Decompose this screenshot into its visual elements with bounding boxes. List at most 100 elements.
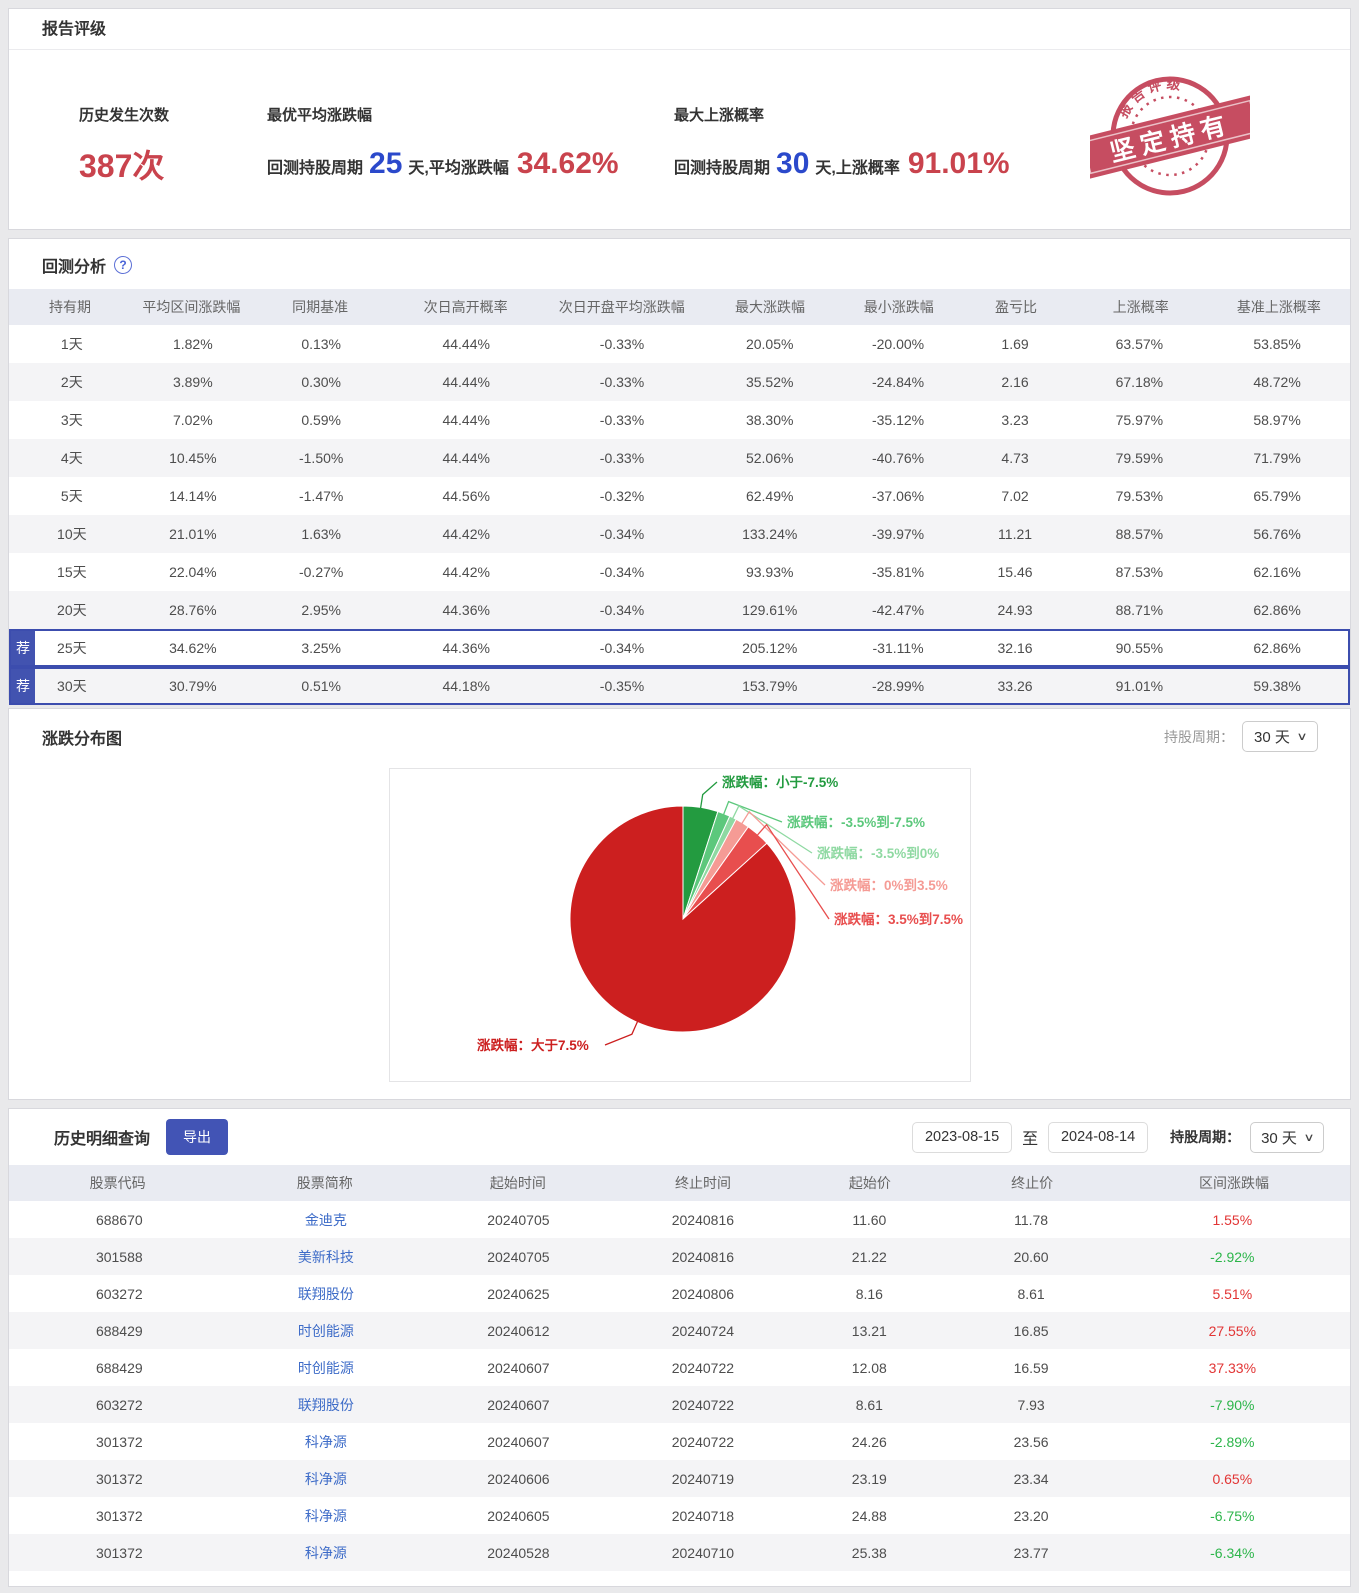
table-row: 15天 22.04% -0.27% 44.42% -0.34% 93.93% -35.81%… bbox=[9, 553, 1350, 591]
column-header: 最大涨跌幅 bbox=[734, 299, 805, 315]
table-cell: 21.01% bbox=[169, 526, 217, 542]
table-cell: 8.61 bbox=[855, 1396, 883, 1413]
table-cell: 62.86% bbox=[1253, 602, 1301, 618]
stock-name-link[interactable]: 联翔股份 bbox=[297, 1396, 354, 1413]
table-row: 301372 科净源 20240605 20240718 24.88 23.20 -6.75… bbox=[9, 1497, 1350, 1534]
column-header: 同期基准 bbox=[292, 299, 349, 315]
table-cell: 20240722 bbox=[671, 1433, 735, 1450]
stock-name-link[interactable]: 科净源 bbox=[304, 1433, 347, 1450]
pie-slice-label: 涨跌幅：小于-7.5% bbox=[722, 774, 838, 790]
change-value: 5.51% bbox=[1212, 1285, 1253, 1302]
table-cell: 44.44% bbox=[442, 450, 490, 466]
table-cell: 20240724 bbox=[671, 1322, 735, 1339]
stock-name-link[interactable]: 联翔股份 bbox=[297, 1285, 354, 1302]
stock-name-link[interactable]: 科净源 bbox=[304, 1470, 347, 1487]
table-cell: 20240722 bbox=[671, 1396, 735, 1413]
table-cell: 44.42% bbox=[442, 564, 490, 580]
table-cell: 67.18% bbox=[1115, 374, 1164, 390]
metric-label: 最大上涨概率 bbox=[674, 107, 765, 124]
table-cell: 7.93 bbox=[1017, 1396, 1045, 1413]
change-value: 0.65% bbox=[1212, 1470, 1253, 1487]
metric-max-rise-probability: 最大上涨概率 回测持股周期 30 天,上涨概率 91.01% bbox=[674, 104, 1350, 230]
table-cell: 62.49% bbox=[745, 488, 794, 504]
help-icon[interactable]: ? bbox=[114, 256, 133, 274]
table-cell: 23.20 bbox=[1013, 1507, 1049, 1524]
period-days-value: 30 bbox=[776, 147, 810, 180]
distribution-period-control: 持股周期： 30 天 ∨ bbox=[1164, 721, 1318, 752]
table-cell: -37.06% bbox=[871, 488, 925, 504]
backtest-table: 持有期 平均区间涨跌幅 同期基准 次日高开概率 次日开盘平均涨跌幅 最大涨跌幅 最小涨跌幅 盈… bbox=[9, 289, 1350, 705]
column-header: 持有期 bbox=[49, 299, 91, 315]
metric-history-count: 历史发生次数 387次 bbox=[79, 104, 267, 230]
table-cell: 24.88 bbox=[851, 1507, 887, 1524]
table-cell: 28.76% bbox=[169, 602, 217, 618]
table-cell: -39.97% bbox=[871, 526, 925, 542]
table-cell: 20240528 bbox=[487, 1544, 550, 1561]
distribution-card: 涨跌分布图 持股周期： 30 天 ∨ 涨跌幅：小于-7.5% 涨跌幅：-3.5%到… bbox=[8, 708, 1351, 1100]
table-cell: 44.18% bbox=[442, 678, 490, 694]
table-cell: 62.16% bbox=[1253, 564, 1301, 580]
history-table: 股票代码 股票简称 起始时间 终止时间 起始价 终止价 区间涨跌幅 688670 金迪克 2024… bbox=[9, 1165, 1350, 1571]
table-row: 2天 3.89% 0.30% 44.44% -0.33% 35.52% -24.84% 2.1… bbox=[9, 363, 1350, 401]
stock-name-link[interactable]: 美新科技 bbox=[297, 1248, 354, 1265]
stock-name-link[interactable]: 时创能源 bbox=[297, 1359, 354, 1376]
table-cell: 20240718 bbox=[671, 1507, 735, 1524]
table-cell: 23.34 bbox=[1013, 1470, 1049, 1487]
table-row: 301372 科净源 20240528 20240710 25.38 23.77 -6.34… bbox=[9, 1534, 1350, 1571]
period-select-value: 30 天 bbox=[1261, 1129, 1297, 1147]
stock-name-link[interactable]: 金迪克 bbox=[304, 1211, 347, 1228]
table-cell: 20240625 bbox=[487, 1285, 550, 1302]
table-cell: 56.76% bbox=[1253, 526, 1301, 542]
distribution-period-select[interactable]: 30 天 ∨ bbox=[1242, 721, 1318, 752]
table-cell: 20240806 bbox=[671, 1285, 735, 1302]
rating-body: 历史发生次数 387次 最优平均涨跌幅 回测持股周期 25 天,平均涨跌幅 34.62… bbox=[9, 50, 1350, 230]
table-cell: -1.50% bbox=[298, 450, 344, 466]
pie-label-line bbox=[698, 781, 717, 812]
stock-name-link[interactable]: 科净源 bbox=[304, 1544, 347, 1561]
column-header: 最小涨跌幅 bbox=[863, 299, 934, 315]
metric-sentence: 回测持股周期 30 天,上涨概率 91.01% bbox=[674, 147, 1350, 181]
column-header: 起始价 bbox=[848, 1175, 891, 1191]
table-cell: 44.44% bbox=[442, 412, 490, 428]
table-cell: 91.01% bbox=[1115, 678, 1164, 694]
distribution-pie-chart: 涨跌幅：小于-7.5% 涨跌幅：-3.5%到-7.5% 涨跌幅：-3.5%到0% 涨跌… bbox=[477, 774, 963, 1053]
table-cell: 16.59 bbox=[1013, 1359, 1049, 1376]
table-cell: 79.53% bbox=[1115, 488, 1164, 504]
table-cell: 5天 bbox=[60, 488, 83, 504]
table-row: 3天 7.02% 0.59% 44.44% -0.33% 38.30% -35.12% 3.2… bbox=[9, 401, 1350, 439]
date-from-input[interactable]: 2023-08-15 bbox=[912, 1121, 1013, 1153]
stock-name-link[interactable]: 时创能源 bbox=[297, 1322, 354, 1339]
table-cell: 32.16 bbox=[997, 640, 1033, 656]
table-row: 301372 科净源 20240607 20240722 24.26 23.56 -2.89… bbox=[9, 1423, 1350, 1460]
avg-change-value: 34.62% bbox=[516, 147, 619, 180]
table-cell: 0.51% bbox=[301, 678, 342, 694]
table-cell: 205.12% bbox=[742, 640, 798, 656]
table-cell: -20.00% bbox=[871, 336, 925, 352]
table-cell: 87.53% bbox=[1115, 564, 1164, 580]
table-row: 688670 金迪克 20240705 20240816 11.60 11.78 1.55% bbox=[9, 1201, 1350, 1238]
table-cell: 11.60 bbox=[852, 1211, 887, 1228]
table-cell: 7.02 bbox=[1001, 488, 1029, 504]
history-period-select[interactable]: 30 天 ∨ bbox=[1250, 1121, 1324, 1153]
table-cell: 25天 bbox=[57, 640, 87, 656]
export-button[interactable]: 导出 bbox=[166, 1119, 229, 1155]
table-cell: 24.26 bbox=[851, 1433, 887, 1450]
table-cell: 22.04% bbox=[169, 564, 217, 580]
table-cell: 35.52% bbox=[745, 374, 794, 390]
table-cell: 3天 bbox=[60, 412, 83, 428]
table-cell: 301588 bbox=[95, 1248, 143, 1265]
table-cell: 15天 bbox=[57, 564, 87, 580]
change-value: -6.34% bbox=[1210, 1544, 1255, 1561]
table-cell: 25.38 bbox=[851, 1544, 887, 1561]
date-range-to-label: 至 bbox=[1022, 1131, 1039, 1148]
table-cell: 0.30% bbox=[301, 374, 342, 390]
table-cell: 4.73 bbox=[1001, 450, 1029, 466]
date-to-input[interactable]: 2024-08-14 bbox=[1048, 1121, 1149, 1153]
pie-slice-label: 涨跌幅：大于7.5% bbox=[477, 1037, 589, 1053]
table-cell: 603272 bbox=[95, 1396, 143, 1413]
table-cell: 20240710 bbox=[671, 1544, 735, 1561]
pie-label-line bbox=[730, 805, 812, 854]
table-cell: 75.97% bbox=[1115, 412, 1164, 428]
column-header: 上涨概率 bbox=[1112, 299, 1169, 315]
stock-name-link[interactable]: 科净源 bbox=[304, 1507, 347, 1524]
